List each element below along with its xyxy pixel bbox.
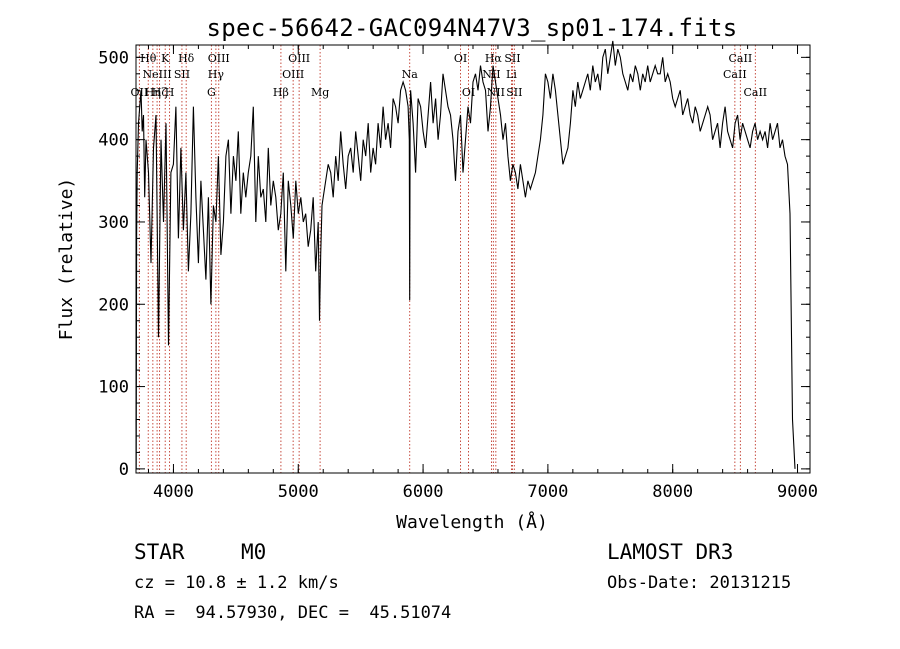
line-marker-label: Hβ	[273, 86, 289, 99]
x-tick-label: 7000	[527, 482, 568, 502]
line-marker-label: Hδ	[178, 52, 195, 65]
x-tick-label: 8000	[652, 482, 693, 502]
y-tick-label: 400	[98, 131, 129, 151]
line-marker-label: H	[165, 86, 175, 99]
x-tick-labels: 4000 5000 6000 7000 8000 9000	[153, 482, 818, 502]
line-marker-label: SII	[174, 68, 190, 81]
line-marker-label: Li	[506, 68, 517, 81]
y-tick-label: 0	[119, 460, 129, 480]
y-tick-labels: 0 100 200 300 400 500	[98, 48, 129, 480]
survey-name: LAMOST DR3	[607, 540, 734, 564]
line-marker-label: Hη	[145, 86, 161, 99]
line-marker-label: SII	[504, 52, 520, 65]
object-class: STAR	[134, 540, 185, 564]
y-tick-label: 500	[98, 48, 129, 68]
line-marker-label: CaII	[743, 86, 767, 99]
y-tick-label: 200	[98, 295, 129, 315]
line-marker-label: NeIII	[143, 68, 172, 81]
line-marker-label: CaII	[729, 52, 753, 65]
line-marker-label: SII	[506, 86, 522, 99]
line-markers	[138, 45, 756, 473]
x-tick-label: 6000	[403, 482, 444, 502]
redshift-cz: cz = 10.8 ± 1.2 km/s	[134, 573, 339, 593]
axis-ticks	[136, 45, 810, 473]
x-axis-label: Wavelength (Å)	[396, 511, 548, 533]
line-marker-label: NII	[487, 86, 505, 99]
line-marker-labels: OII Hθ Hη NeIII Hζ K H SII Hδ G Hγ OIII Hβ OIII OIII Mg…	[131, 52, 768, 99]
line-marker-label: Hζ	[152, 86, 168, 99]
chart-title: spec-56642-GAC094N47V3_sp01-174.fits	[207, 14, 738, 42]
line-marker-label: NII	[482, 68, 500, 81]
object-subclass: M0	[241, 540, 267, 564]
line-marker-label: OI	[454, 52, 467, 65]
line-marker-label: OIII	[288, 52, 310, 65]
y-tick-label: 100	[98, 378, 129, 398]
line-marker-label: Hγ	[208, 68, 225, 81]
spectrum-line	[135, 40, 796, 469]
x-tick-label: 9000	[777, 482, 818, 502]
obs-date: Obs-Date: 20131215	[607, 573, 792, 593]
line-marker-label: Mg	[311, 86, 329, 99]
line-marker-label: Na	[402, 68, 419, 81]
line-marker-label: OIII	[208, 52, 230, 65]
y-axis-label: Flux (relative)	[56, 178, 77, 341]
y-tick-label: 300	[98, 213, 129, 233]
coordinates: RA = 94.57930, DEC = 45.51074	[134, 603, 452, 623]
line-marker-label: G	[207, 86, 216, 99]
line-marker-label: CaII	[723, 68, 747, 81]
x-tick-label: 4000	[153, 482, 194, 502]
line-marker-label: OIII	[282, 68, 304, 81]
line-marker-label: K	[161, 52, 170, 65]
x-tick-label: 5000	[278, 482, 319, 502]
line-marker-label: OII	[131, 86, 149, 99]
line-marker-label: Hθ	[140, 52, 157, 65]
line-marker-label: Hα	[485, 52, 503, 65]
